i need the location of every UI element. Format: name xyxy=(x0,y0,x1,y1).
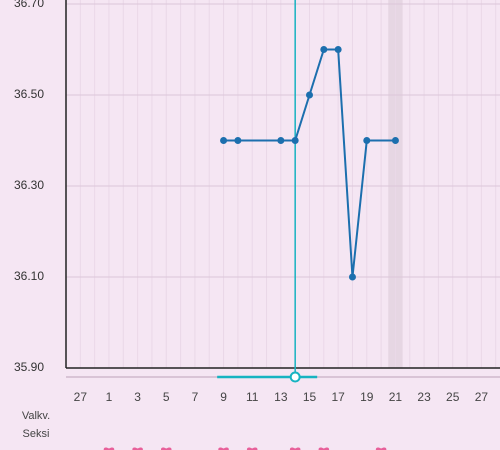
x-tick-label: 27 xyxy=(475,390,489,404)
data-point xyxy=(334,46,342,53)
x-tick-label: 11 xyxy=(246,390,259,404)
x-tick-label: 5 xyxy=(163,390,170,404)
data-point xyxy=(348,273,356,281)
heart-icon xyxy=(318,447,330,450)
data-point xyxy=(305,91,313,99)
y-tick-label: 36.10 xyxy=(14,269,44,283)
temperature-line xyxy=(223,48,396,278)
x-tick-label: 19 xyxy=(360,390,374,404)
heart-icon xyxy=(103,447,115,450)
x-tick-label: 25 xyxy=(446,390,460,404)
heart-icon xyxy=(132,447,143,450)
data-point xyxy=(320,46,328,53)
heart-icon xyxy=(161,447,172,450)
data-point xyxy=(277,137,285,144)
x-tick-label: 9 xyxy=(220,390,227,404)
x-tick-label: 23 xyxy=(417,390,431,404)
heart-icon xyxy=(246,447,258,450)
heart-icon xyxy=(375,447,387,450)
x-tick-label: 3 xyxy=(134,390,141,404)
y-tick-label: 35.90 xyxy=(14,360,44,374)
data-point xyxy=(234,137,242,144)
y-tick-label: 36.30 xyxy=(14,178,44,192)
data-point xyxy=(291,137,299,144)
heart-icon xyxy=(218,447,229,450)
data-point xyxy=(220,137,228,144)
heart-icon xyxy=(289,447,301,450)
y-tick-label: 36.50 xyxy=(14,87,44,101)
x-tick-label: 21 xyxy=(389,390,403,404)
row-label: Seksi xyxy=(23,428,50,440)
data-point xyxy=(391,137,399,144)
x-tick-label: 17 xyxy=(331,390,345,404)
row-label: Valkv. xyxy=(22,410,50,422)
x-tick-label: 7 xyxy=(192,390,199,404)
x-tick-label: 15 xyxy=(303,390,317,404)
cursor-handle xyxy=(289,371,301,383)
x-tick-label: 27 xyxy=(74,390,88,404)
x-tick-label: 1 xyxy=(106,390,113,404)
x-tick-label: 13 xyxy=(274,390,288,404)
data-point xyxy=(363,137,371,144)
y-tick-label: 36.70 xyxy=(14,0,44,10)
